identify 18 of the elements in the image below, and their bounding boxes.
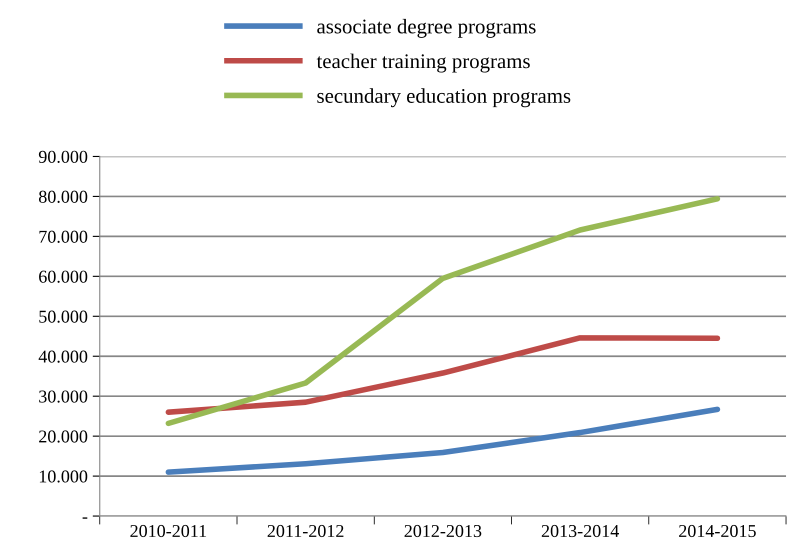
x-tick-label: 2012-2013	[404, 524, 482, 538]
y-tick-label: 50.000	[39, 310, 88, 323]
y-tick-label: 30.000	[39, 390, 88, 403]
y-tick-label: 90.000	[38, 150, 88, 163]
y-tick-label: 20.000	[39, 430, 88, 443]
x-tick-label: 2013-2014	[542, 524, 619, 538]
x-tick-label: 2010-2011	[130, 524, 206, 538]
legend-label: teacher training programs	[316, 54, 530, 73]
legend-label: associate degree programs	[317, 18, 536, 38]
x-tick-label: 2014-2015	[679, 524, 756, 538]
y-tick-label: 40.000	[38, 350, 88, 363]
y-tick-label: 60.000	[39, 270, 88, 283]
y-tick-label: 70.000	[39, 230, 88, 243]
y-tick-label: 10.000	[40, 470, 88, 483]
y-tick-label: -	[82, 517, 88, 519]
y-tick-label: 80.000	[38, 190, 88, 203]
legend-label: secundary education programs	[317, 88, 570, 108]
x-tick-label: 2011-2012	[268, 524, 344, 538]
